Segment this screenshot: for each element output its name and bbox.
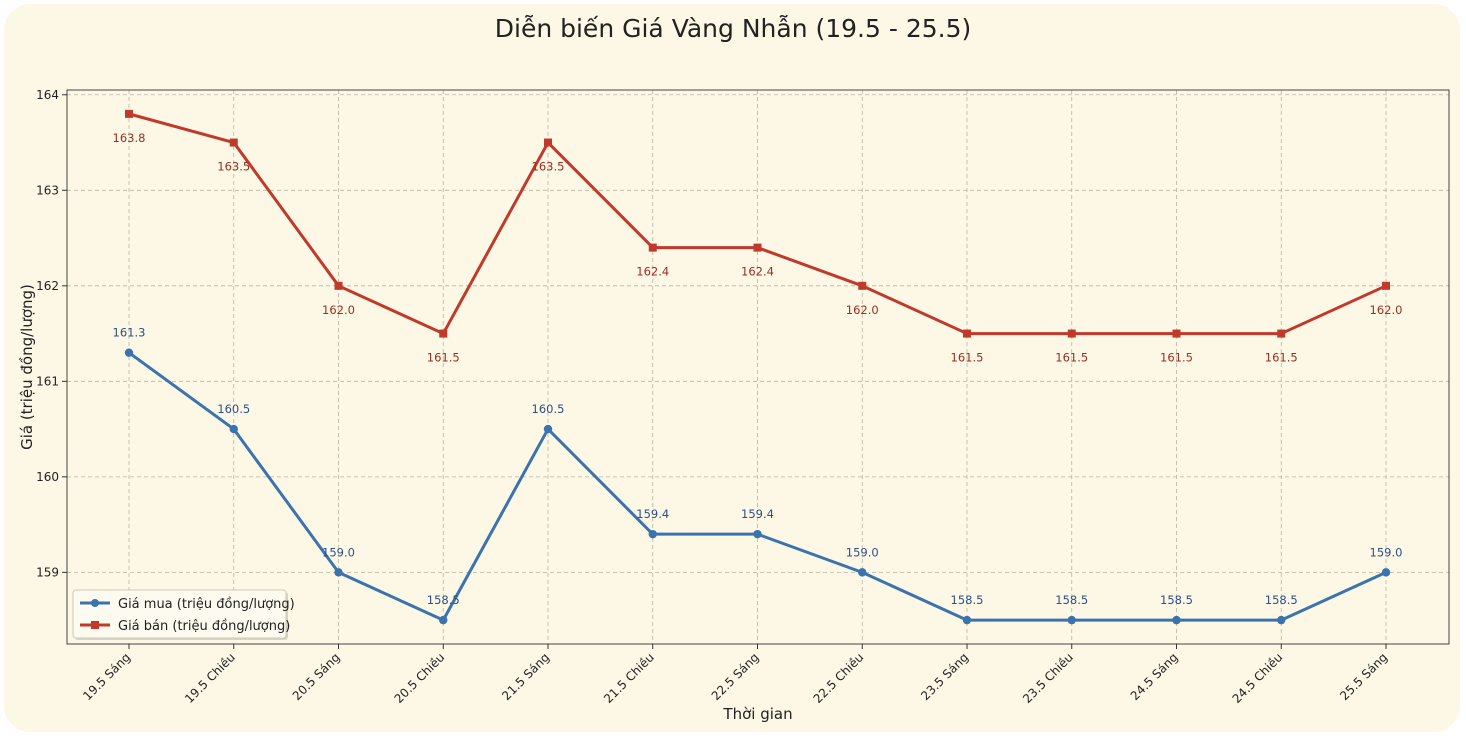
legend-label: Giá mua (triệu đồng/lượng)	[118, 597, 295, 612]
data-point-marker	[1381, 568, 1391, 577]
data-point-marker	[334, 568, 343, 577]
x-axis-ticks: 19.5 Sáng 19.5 Chiều 20.5 Sáng 20.5 Chiều 21…	[80, 644, 1390, 706]
x-tick-label: 22.5 Chiều	[811, 650, 867, 706]
x-tick-label: 20.5 Sáng	[290, 650, 343, 703]
y-tick-label: 163	[36, 183, 59, 197]
data-label: 158.5	[1265, 593, 1298, 607]
chart-title: Diễn biến Giá Vàng Nhẫn (19.5 - 25.5)	[494, 14, 972, 43]
data-point-marker	[1067, 329, 1076, 338]
plot-area-frame	[66, 89, 1450, 645]
data-label: 160.5	[217, 402, 250, 416]
data-point-marker	[229, 138, 238, 147]
legend-swatch-marker	[91, 621, 99, 629]
x-tick-label: 21.5 Sáng	[499, 650, 552, 703]
data-point-marker	[1277, 329, 1286, 338]
data-label: 159.4	[741, 507, 774, 521]
x-tick-label: 22.5 Sáng	[709, 650, 762, 703]
x-tick-label: 24.5 Sáng	[1128, 650, 1181, 703]
data-label: 161.3	[113, 326, 146, 340]
data-point-marker	[544, 138, 552, 147]
y-tick-label: 161	[36, 374, 59, 388]
data-label: 161.5	[1265, 351, 1298, 365]
data-label: 161.5	[1055, 351, 1088, 365]
data-point-marker	[1172, 329, 1181, 338]
data-labels: 161.3 160.5 159.0 158.5 160.5 159.4 159.4 159.0…	[113, 131, 1403, 607]
x-tick-label: 25.5 Sáng	[1337, 650, 1390, 703]
data-point-marker	[334, 281, 343, 290]
data-point-marker	[1382, 281, 1390, 290]
data-label: 160.5	[532, 402, 565, 416]
y-tick-label: 162	[36, 279, 59, 293]
data-label: 158.5	[427, 593, 460, 607]
data-label: 163.8	[113, 131, 146, 145]
data-point-marker	[1172, 615, 1181, 625]
data-point-marker	[1067, 615, 1076, 625]
data-label: 162.0	[1370, 303, 1403, 317]
y-axis-label: Giá (triệu đồng/lượng)	[18, 284, 36, 450]
data-label: 161.5	[951, 351, 984, 365]
y-tick-label: 160	[36, 470, 59, 484]
series	[124, 109, 1391, 625]
data-label: 163.5	[532, 160, 565, 174]
x-axis-label: Thời gian	[722, 705, 792, 723]
data-label: 161.5	[427, 351, 460, 365]
data-point-marker	[439, 615, 448, 625]
legend-box	[72, 589, 287, 639]
data-point-marker	[229, 424, 238, 434]
data-label: 159.4	[636, 507, 669, 521]
x-tick-label: 23.5 Sáng	[918, 650, 971, 703]
x-tick-label: 24.5 Chiều	[1230, 650, 1286, 706]
x-tick-label: 19.5 Chiều	[182, 650, 238, 706]
data-point-marker	[962, 615, 972, 625]
data-point-marker	[858, 281, 867, 290]
data-point-marker	[543, 424, 553, 434]
data-label: 158.5	[951, 593, 984, 607]
data-point-marker	[858, 568, 867, 577]
data-point-marker	[439, 329, 448, 338]
grid	[67, 90, 1449, 644]
data-label: 161.5	[1160, 351, 1193, 365]
data-point-marker	[753, 243, 762, 252]
data-label: 159.0	[322, 545, 355, 559]
data-point-marker	[648, 243, 657, 252]
data-label: 162.4	[636, 265, 669, 279]
data-label: 159.0	[846, 545, 879, 559]
data-point-marker	[753, 529, 762, 539]
legend-label: Giá bán (triệu đồng/lượng)	[118, 619, 290, 634]
y-axis-ticks: 159 160 161 162 163 164	[36, 88, 67, 579]
data-label: 163.5	[217, 160, 250, 174]
data-label: 162.0	[846, 303, 879, 317]
data-point-marker	[125, 109, 133, 118]
x-tick-label: 21.5 Chiều	[601, 650, 657, 706]
data-label: 159.0	[1370, 545, 1403, 559]
data-point-marker	[648, 529, 657, 539]
x-tick-label: 19.5 Sáng	[80, 650, 133, 703]
y-tick-label: 159	[36, 565, 59, 579]
data-point-marker	[1277, 615, 1286, 625]
data-label: 162.4	[741, 265, 774, 279]
data-point-marker	[963, 329, 971, 338]
data-label: 162.0	[322, 303, 355, 317]
data-label: 158.5	[1160, 593, 1193, 607]
data-label: 158.5	[1055, 593, 1088, 607]
x-tick-label: 23.5 Chiều	[1020, 650, 1076, 706]
legend: Giá mua (triệu đồng/lượng) Giá bán (triệu…	[72, 589, 295, 640]
data-point-marker	[124, 348, 134, 357]
legend-swatch-marker	[91, 599, 99, 607]
y-tick-label: 164	[36, 88, 59, 102]
x-tick-label: 20.5 Chiều	[392, 650, 448, 706]
